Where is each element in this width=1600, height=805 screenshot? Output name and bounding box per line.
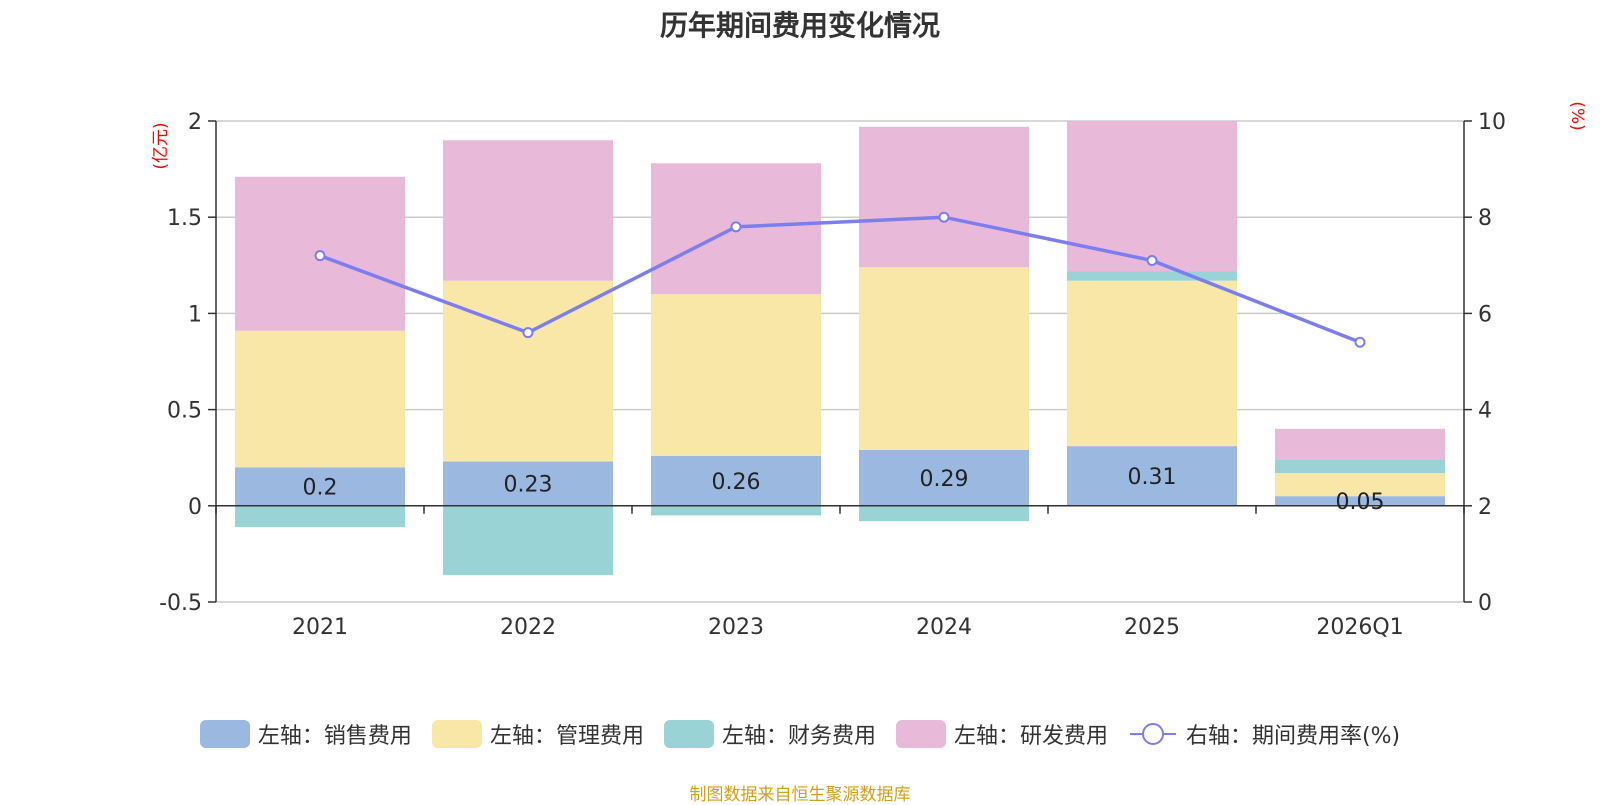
bar-data-label: 0.23 bbox=[504, 473, 553, 498]
right-axis-tick-label: 4 bbox=[1478, 399, 1492, 424]
chart-title: 历年期间费用变化情况 bbox=[659, 9, 940, 42]
legend-item[interactable]: 左轴：研发费用 bbox=[895, 718, 1108, 750]
legend-swatch bbox=[1129, 723, 1176, 745]
bar-segment-series-2 bbox=[859, 267, 1029, 451]
legend-item[interactable]: 左轴：管理费用 bbox=[431, 718, 644, 750]
expense-rate-point bbox=[730, 221, 742, 233]
right-axis-tick-label: 0 bbox=[1478, 591, 1492, 616]
legend-item[interactable]: 左轴：财务费用 bbox=[663, 718, 876, 750]
bar-segment-series-1 bbox=[651, 455, 821, 506]
bar-segment-series-2 bbox=[443, 280, 613, 462]
bar-data-label: 0.2 bbox=[303, 476, 338, 501]
left-axis-tick-label: 1 bbox=[188, 302, 202, 327]
bar-segment-series-3 bbox=[443, 505, 613, 576]
legend-label: 左轴：销售费用 bbox=[257, 724, 412, 749]
chart-legend: 左轴：销售费用 左轴：管理费用 左轴：财务费用 左轴：研发费用 右轴：期间费用率(%) bbox=[0, 718, 1600, 750]
expense-rate-point bbox=[1354, 336, 1366, 348]
right-axis-unit: (%) bbox=[1567, 101, 1587, 130]
bar-segment-series-4 bbox=[859, 126, 1029, 268]
legend-label: 右轴：期间费用率(%) bbox=[1185, 724, 1401, 749]
bar-segment-series-2 bbox=[651, 294, 821, 456]
bar-segment-series-1 bbox=[1275, 496, 1445, 506]
bar-segment-series-3 bbox=[235, 505, 405, 527]
bar-data-label: 0.29 bbox=[920, 467, 969, 492]
bar-segment-series-3 bbox=[1067, 271, 1237, 281]
x-axis-category-label: 2023 bbox=[708, 615, 764, 640]
bar-segment-series-4 bbox=[1275, 428, 1445, 460]
bar-segment-series-1 bbox=[859, 450, 1029, 506]
left-axis-tick-label: 2 bbox=[188, 110, 202, 135]
bar-segment-series-1 bbox=[443, 461, 613, 506]
bar-data-label: 0.26 bbox=[712, 470, 761, 495]
right-axis-tick-label: 6 bbox=[1478, 302, 1492, 327]
legend-swatch bbox=[199, 720, 250, 748]
left-axis-tick-label: 0.5 bbox=[167, 399, 202, 424]
x-axis-category-label: 2021 bbox=[292, 615, 348, 640]
expense-rate-point bbox=[938, 211, 950, 223]
right-axis-tick-label: 8 bbox=[1478, 206, 1492, 231]
right-axis-tick-label: 2 bbox=[1478, 495, 1492, 520]
bar-segment-series-4 bbox=[1067, 121, 1237, 272]
bar-segment-series-1 bbox=[1067, 446, 1237, 506]
expense-rate-point bbox=[1146, 254, 1158, 266]
bar-data-label: 0.05 bbox=[1336, 490, 1385, 515]
left-axis-tick-label: -0.5 bbox=[159, 591, 202, 616]
data-source-note: 制图数据来自恒生聚源数据库 bbox=[689, 785, 911, 805]
legend-item[interactable]: 左轴：销售费用 bbox=[199, 718, 412, 750]
legend-label: 左轴：研发费用 bbox=[953, 724, 1108, 749]
bar-segment-series-2 bbox=[235, 330, 405, 468]
legend-label: 左轴：管理费用 bbox=[489, 724, 644, 749]
bar-segment-series-2 bbox=[1275, 473, 1445, 497]
legend-swatch bbox=[895, 720, 946, 748]
x-axis-category-label: 2022 bbox=[500, 615, 556, 640]
bar-segment-series-2 bbox=[1067, 280, 1237, 447]
x-axis-category-label: 2024 bbox=[916, 615, 972, 640]
legend-swatch bbox=[431, 720, 482, 748]
left-axis-tick-label: 0 bbox=[188, 495, 202, 520]
expense-rate-line bbox=[319, 215, 1361, 344]
expense-rate-point bbox=[522, 327, 534, 339]
bar-segment-series-3 bbox=[1275, 459, 1445, 474]
bar-segment-series-4 bbox=[443, 140, 613, 281]
legend-label: 左轴：财务费用 bbox=[721, 724, 876, 749]
x-axis-category-label: 2026Q1 bbox=[1316, 615, 1403, 640]
legend-swatch bbox=[663, 720, 714, 748]
x-axis-category-label: 2025 bbox=[1124, 615, 1180, 640]
bar-segment-series-3 bbox=[651, 505, 821, 516]
legend-item[interactable]: 右轴：期间费用率(%) bbox=[1128, 718, 1400, 750]
right-axis-tick-label: 10 bbox=[1478, 110, 1506, 135]
bar-data-label: 0.31 bbox=[1128, 465, 1177, 490]
bar-segment-series-3 bbox=[859, 505, 1029, 522]
bar-segment-series-1 bbox=[235, 467, 405, 506]
left-axis-tick-label: 1.5 bbox=[167, 206, 202, 231]
left-axis-unit: (亿元) bbox=[151, 122, 171, 169]
expense-rate-point bbox=[314, 250, 326, 262]
